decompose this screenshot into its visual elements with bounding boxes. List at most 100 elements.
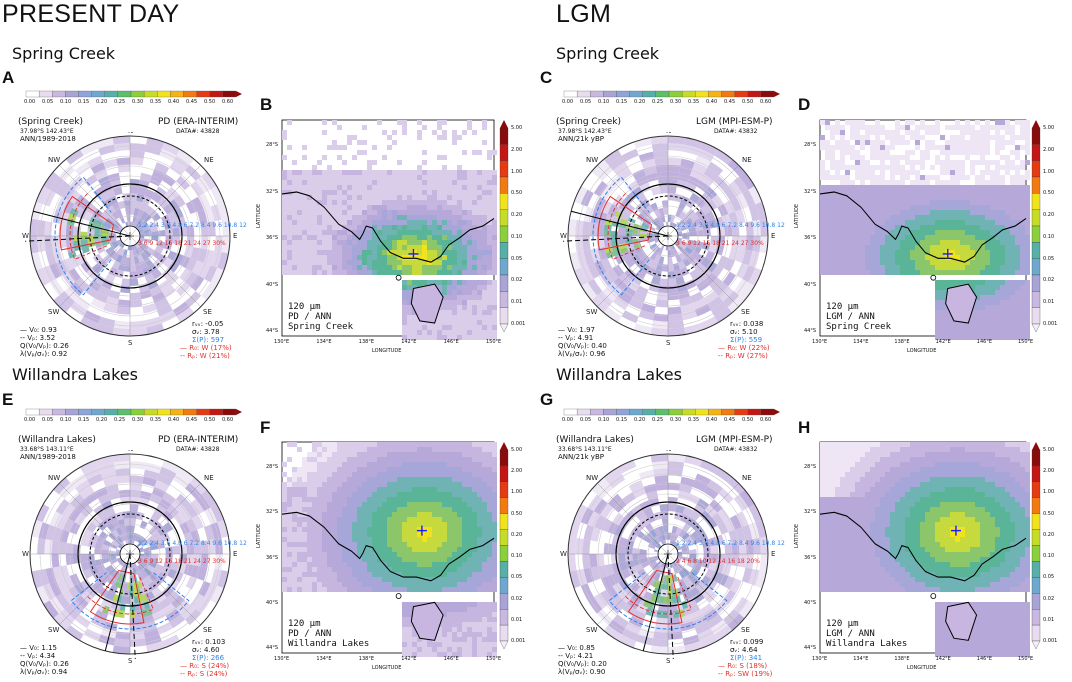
map-cell [472, 210, 477, 215]
map-cell [417, 467, 422, 472]
rose-cell [618, 227, 626, 236]
map-cell [492, 220, 497, 225]
map-cell [362, 190, 367, 195]
map-cell [392, 245, 397, 250]
map-cell [935, 175, 940, 180]
map-cell [840, 160, 845, 165]
map-cell [462, 295, 467, 300]
rose-cell [114, 320, 130, 328]
map-cell [825, 240, 830, 245]
map-cell [890, 220, 895, 225]
map-cell [960, 280, 965, 285]
map-cell [422, 215, 427, 220]
map-cell [282, 170, 287, 175]
map-cell [875, 265, 880, 270]
map-cell [995, 300, 1000, 305]
map-cell [860, 225, 865, 230]
map-cell [990, 200, 995, 205]
map-cell [845, 265, 850, 270]
map-cell [422, 265, 427, 270]
map-cell [402, 260, 407, 265]
rose-cell [44, 221, 52, 236]
map-cell [487, 447, 492, 452]
map-cell [945, 185, 950, 190]
map-cell [482, 240, 487, 245]
rose-cell [116, 306, 130, 314]
map-cell [457, 295, 462, 300]
map-cell [940, 270, 945, 275]
map-colorbar-swatch [1032, 291, 1040, 307]
map-cell [417, 452, 422, 457]
map-cell [472, 442, 477, 447]
rose-cell [668, 157, 682, 165]
map-cell [900, 155, 905, 160]
map-cell [975, 190, 980, 195]
map-cell [905, 235, 910, 240]
map-cell [467, 180, 472, 185]
map-cell [895, 185, 900, 190]
map-cell [1025, 135, 1030, 140]
map-cell [442, 290, 447, 295]
map-colorbar-tick: 0.01 [511, 299, 522, 305]
map-cell [985, 255, 990, 260]
map-cell [955, 120, 960, 125]
map-cell [482, 215, 487, 220]
map-cell [287, 205, 292, 210]
map-cell [402, 482, 407, 487]
map-cell [407, 472, 412, 477]
map-cell [322, 230, 327, 235]
map-cell [417, 165, 422, 170]
map-cell [820, 240, 825, 245]
map-cell [402, 215, 407, 220]
colorbar-swatch [92, 91, 105, 97]
map-cell [392, 477, 397, 482]
map-cell [302, 477, 307, 482]
map-cell [970, 185, 975, 190]
map-cell [980, 320, 985, 325]
map-cell [472, 185, 477, 190]
map-cell [950, 150, 955, 155]
map-cell [472, 482, 477, 487]
map-cell [905, 215, 910, 220]
map-cell [905, 120, 910, 125]
map-cell [477, 305, 482, 310]
map-cell [970, 335, 975, 340]
map-cell [442, 315, 447, 320]
map-cell [387, 230, 392, 235]
map-cell [437, 180, 442, 185]
map-cell [312, 170, 317, 175]
compass-label-e: E [771, 550, 775, 558]
map-cell [945, 320, 950, 325]
map-colorbar-swatch [500, 177, 508, 193]
map-cell [920, 255, 925, 260]
map-cell [427, 330, 432, 335]
map-cell [1000, 325, 1005, 330]
map-cell [492, 290, 497, 295]
map-cell [985, 235, 990, 240]
map-cell [945, 280, 950, 285]
map-cell [995, 160, 1000, 165]
map-cell [332, 195, 337, 200]
map-cell [487, 472, 492, 477]
colorbar-tick-label: 0.35 [688, 99, 699, 105]
map-cell [297, 205, 302, 210]
map-cell [447, 265, 452, 270]
map-cell [895, 215, 900, 220]
map-cell [382, 170, 387, 175]
map-cell [442, 185, 447, 190]
rose-model-title: PD (ERA-INTERIM) [158, 118, 238, 126]
map-cell [312, 240, 317, 245]
map-cell [477, 462, 482, 467]
map-cell [357, 180, 362, 185]
map-cell [282, 195, 287, 200]
map-cell [302, 250, 307, 255]
map-cell [357, 492, 362, 497]
map-cell [1010, 150, 1015, 155]
map-cell [312, 467, 317, 472]
map-cell [970, 170, 975, 175]
map-cell [1000, 295, 1005, 300]
map-cell [900, 220, 905, 225]
map-cell [312, 462, 317, 467]
map-cell [492, 447, 497, 452]
map-cell [492, 150, 497, 155]
